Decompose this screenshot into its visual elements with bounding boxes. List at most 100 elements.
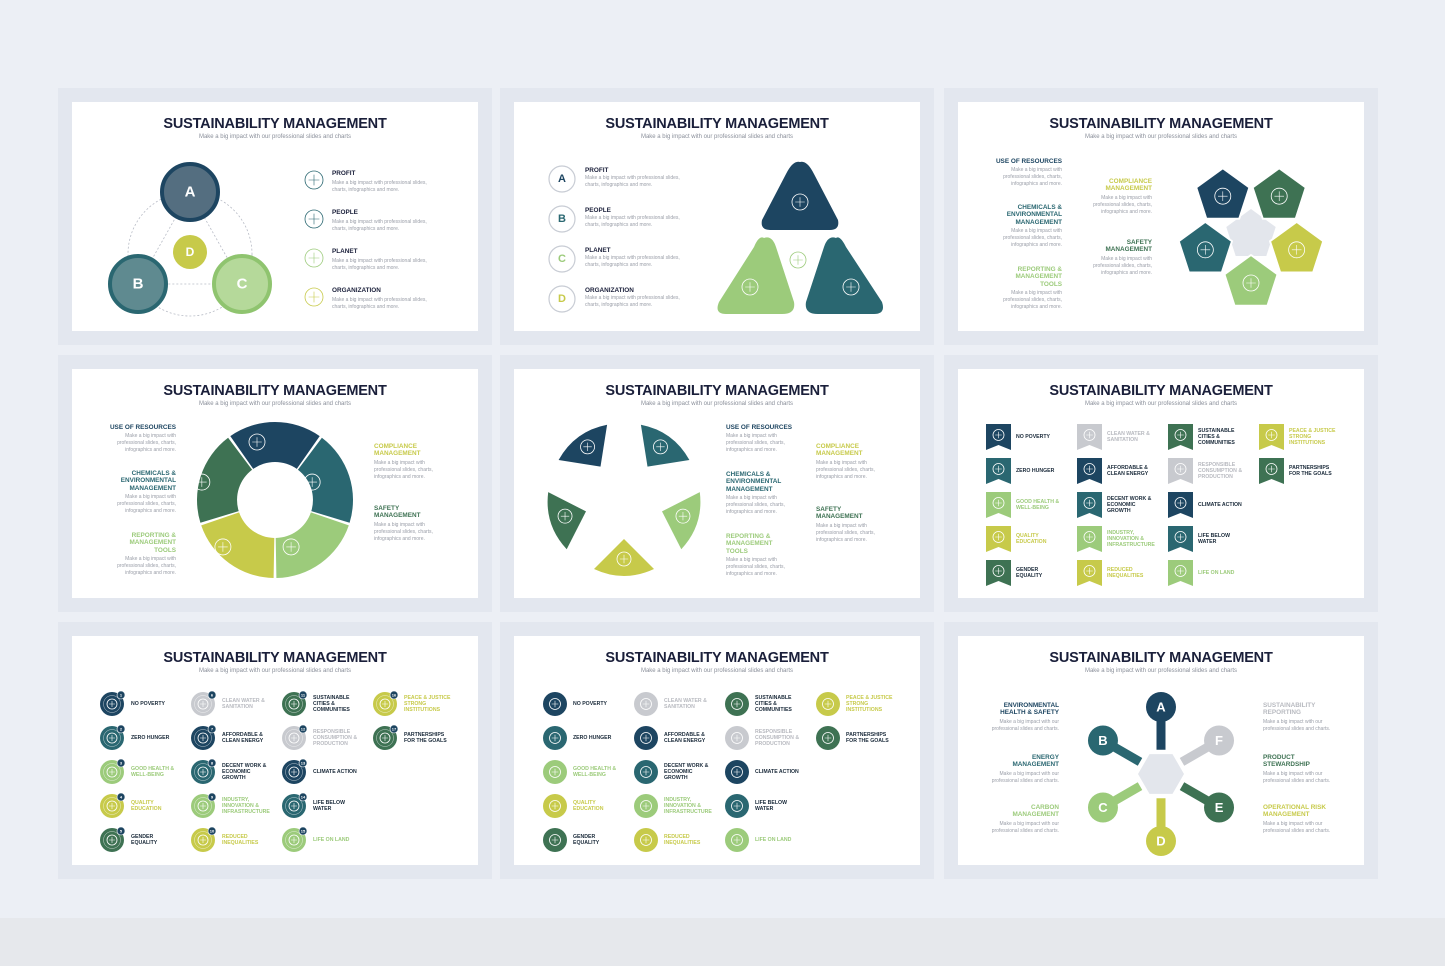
topic-description: Make a big impact with professional slid… (816, 459, 875, 480)
sdg-label: ZERO HUNGER (1016, 468, 1055, 474)
icon-detail (1177, 431, 1184, 439)
icon-detail (307, 477, 317, 487)
icon-circle (1270, 187, 1288, 205)
sdg-label: GENDER EQUALITY (573, 834, 600, 846)
icon-circle (1174, 531, 1187, 543)
icon-detail (1086, 499, 1093, 507)
sdg-ring (194, 729, 212, 747)
icon-detail (995, 567, 1002, 575)
slide-thumbnail-9[interactable]: SUSTAINABILITY MANAGEMENT Make a big impa… (958, 636, 1364, 865)
icon-detail (824, 700, 832, 708)
slide-thumbnail-8[interactable]: SUSTAINABILITY MANAGEMENT Make a big impa… (514, 636, 920, 865)
node-a (1146, 692, 1176, 722)
icon-detail (642, 802, 650, 810)
item-description: Make a big impact with professional slid… (585, 295, 680, 308)
goal-number: 6 (211, 693, 214, 698)
icon-detail (308, 291, 320, 303)
icon-circle (992, 497, 1005, 509)
icon-circle (288, 732, 300, 744)
sdg-ring (285, 695, 303, 713)
sdg-label: QUALITY EDUCATION (1016, 533, 1047, 545)
slide-thumbnail-5[interactable]: SUSTAINABILITY MANAGEMENT Make a big impa… (514, 369, 920, 598)
circle-letter: A (558, 173, 566, 185)
icon-circle (731, 766, 743, 778)
slide-title: SUSTAINABILITY MANAGEMENT (163, 383, 387, 399)
topic-title: ENVIRONMENTAL HEALTH & SAFETY (1000, 702, 1059, 717)
icon-circle (789, 251, 807, 269)
icon-detail (1177, 533, 1184, 541)
sdg-label: LIFE BELOW WATER (1198, 533, 1230, 545)
sdg-goal-15 (1168, 560, 1193, 586)
item-description: Make a big impact with professional slid… (585, 175, 680, 188)
icon-detail (308, 213, 320, 225)
icon-circle (731, 834, 743, 846)
icon-detail (733, 700, 741, 708)
sdg-ring (285, 729, 303, 747)
sdg-icon (992, 531, 1005, 543)
number-badge (116, 724, 126, 734)
number-badge (298, 690, 308, 700)
goal-number: 3 (120, 761, 123, 766)
sdg-label: AFFORDABLE & CLEAN ENERGY (222, 732, 264, 744)
number-badge (298, 758, 308, 768)
circle-letter: A (185, 184, 196, 201)
icon-circle (304, 287, 324, 307)
sdg-goal-17 (816, 726, 840, 750)
topic-description: Make a big impact with professional slid… (117, 433, 176, 454)
slide-thumbnail-4[interactable]: SUSTAINABILITY MANAGEMENT Make a big impa… (72, 369, 478, 598)
slide-subtitle: Make a big impact with our professional … (198, 401, 352, 407)
slide-graphic (986, 424, 1284, 586)
icon-detail (846, 282, 856, 292)
topic-description: Make a big impact with our professional … (991, 719, 1059, 732)
sdg-label: INDUSTRY, INNOVATION & INFRASTRUCTURE (664, 797, 712, 815)
icon-detail (642, 768, 650, 776)
dashed-triangle (137, 191, 243, 285)
sdg-ring (285, 763, 303, 781)
node-d (1146, 826, 1176, 856)
check-cycle-icon (1270, 187, 1288, 205)
target-person-icon (304, 170, 324, 190)
icon-circle (1214, 187, 1232, 205)
sdg-icon (197, 698, 209, 710)
sdg-label: QUALITY EDUCATION (573, 800, 604, 812)
icon-circle (1083, 497, 1096, 509)
icon-circle (197, 766, 209, 778)
sdg-goal-16 (1259, 424, 1284, 450)
icon-circle (197, 800, 209, 812)
triangle-left (717, 237, 795, 314)
icon-circle (731, 698, 743, 710)
topic-title: REPORTING & MANAGEMENT TOOLS (1015, 266, 1062, 288)
topic-description: Make a big impact with professional slid… (1003, 290, 1062, 311)
icon-detail (109, 837, 115, 843)
sdg-icon (197, 766, 209, 778)
sdg-goal-2: 2 (100, 724, 126, 750)
slide-thumbnail-1[interactable]: SUSTAINABILITY MANAGEMENT Make a big impa… (72, 102, 478, 331)
slide-thumbnail-2[interactable]: SUSTAINABILITY MANAGEMENT Make a big impa… (514, 102, 920, 331)
icon-detail (551, 734, 559, 742)
icon-detail (995, 465, 1002, 473)
goal-number: 13 (301, 761, 306, 766)
icon-circle (741, 278, 759, 296)
sdg-ring (103, 831, 121, 849)
slide-thumbnail-3[interactable]: SUSTAINABILITY MANAGEMENT Make a big impa… (958, 102, 1364, 331)
sdg-icon (549, 766, 561, 778)
slide-thumbnail-6[interactable]: SUSTAINABILITY MANAGEMENT Make a big impa… (958, 369, 1364, 598)
topic-description: Make a big impact with our professional … (1263, 821, 1331, 834)
sdg-goal-11: 11 (282, 690, 308, 716)
number-badge (298, 792, 308, 802)
sdg-goal-3 (986, 492, 1011, 518)
icon-circle (992, 531, 1005, 543)
sdg-goal-6 (634, 692, 658, 716)
sdg-icon (731, 698, 743, 710)
sdg-goal-9 (634, 794, 658, 818)
sdg-goal-4 (543, 794, 567, 818)
sdg-goal-1 (986, 424, 1011, 450)
icon-circle (992, 463, 1005, 475)
sdg-icon (549, 800, 561, 812)
sdg-goal-1 (543, 692, 567, 716)
icon-circle (288, 834, 300, 846)
sdg-goal-15: 15 (282, 826, 308, 852)
sdg-icon (1174, 429, 1187, 441)
circle-letter: C (237, 276, 248, 293)
slide-thumbnail-7[interactable]: SUSTAINABILITY MANAGEMENT Make a big impa… (72, 636, 478, 865)
